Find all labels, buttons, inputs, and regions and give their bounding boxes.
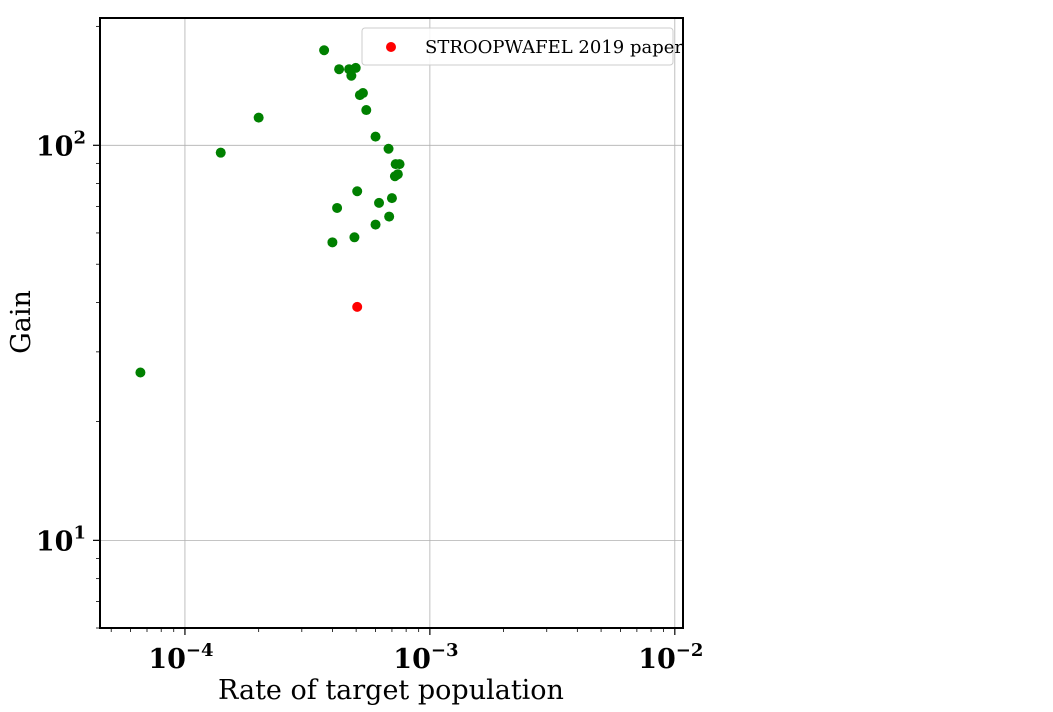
y-axis-label: Gain xyxy=(6,290,37,354)
y-tick-label: 101 xyxy=(36,522,86,557)
green-data-point xyxy=(383,143,394,154)
legend-marker xyxy=(386,42,396,52)
minor-ticks xyxy=(96,25,665,632)
data-points xyxy=(135,45,405,378)
legend-label: STROOPWAFEL 2019 paper xyxy=(425,37,683,58)
green-data-point xyxy=(346,70,357,81)
legend: STROOPWAFEL 2019 paper xyxy=(361,27,683,66)
green-data-point xyxy=(370,131,381,142)
green-data-point xyxy=(332,202,343,213)
plot-frame xyxy=(99,17,684,629)
green-data-point xyxy=(319,45,330,56)
green-data-point xyxy=(357,88,368,99)
green-data-point xyxy=(370,219,381,230)
green-data-point xyxy=(374,197,385,208)
green-data-point xyxy=(327,237,338,248)
green-data-point xyxy=(352,186,363,197)
x-axis-label: Rate of target population xyxy=(218,675,564,706)
green-data-point xyxy=(361,105,372,116)
grid-lines xyxy=(100,18,683,628)
x-tick-label: 10−3 xyxy=(393,640,458,675)
green-data-point xyxy=(384,211,395,222)
green-data-point xyxy=(215,147,226,158)
green-data-point xyxy=(135,367,146,378)
x-tick-label: 10−2 xyxy=(638,640,703,675)
green-data-point xyxy=(334,64,345,75)
green-data-point xyxy=(253,112,264,123)
x-tick-label: 10−4 xyxy=(148,640,213,675)
green-data-point xyxy=(394,159,405,170)
y-tick-label: 102 xyxy=(36,127,86,162)
green-data-point xyxy=(349,232,360,243)
legend-box xyxy=(361,27,674,66)
major-ticks xyxy=(93,144,676,635)
green-data-point xyxy=(386,193,397,204)
tick-labels: 10−4 10−3 10−2 101 102 xyxy=(36,127,704,675)
green-data-point xyxy=(350,62,361,73)
green-data-point xyxy=(392,169,403,180)
red-data-point xyxy=(352,301,363,312)
